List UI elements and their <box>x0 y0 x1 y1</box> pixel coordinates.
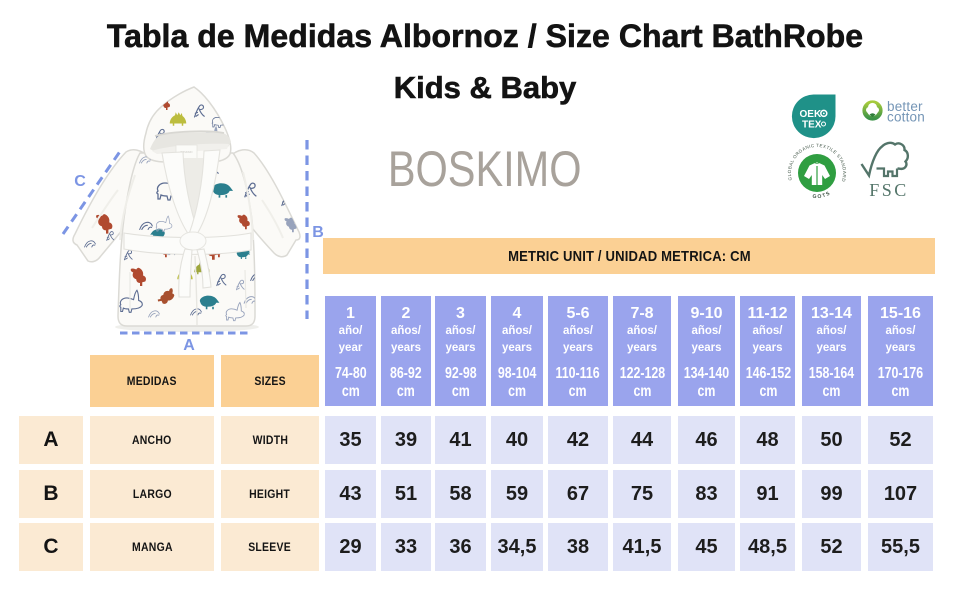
svg-text:BOSKIMO: BOSKIMO <box>180 150 192 154</box>
svg-text:C: C <box>74 173 86 190</box>
svg-text:FSC: FSC <box>869 180 909 200</box>
svg-text:better: better <box>887 99 923 114</box>
svg-text:A: A <box>183 337 195 354</box>
svg-text:B: B <box>312 224 324 241</box>
svg-text:cotton: cotton <box>887 110 925 125</box>
svg-text:TEX: TEX <box>802 120 822 131</box>
svg-text:GOTS: GOTS <box>812 190 832 200</box>
svg-text:OEK: OEK <box>800 109 822 120</box>
